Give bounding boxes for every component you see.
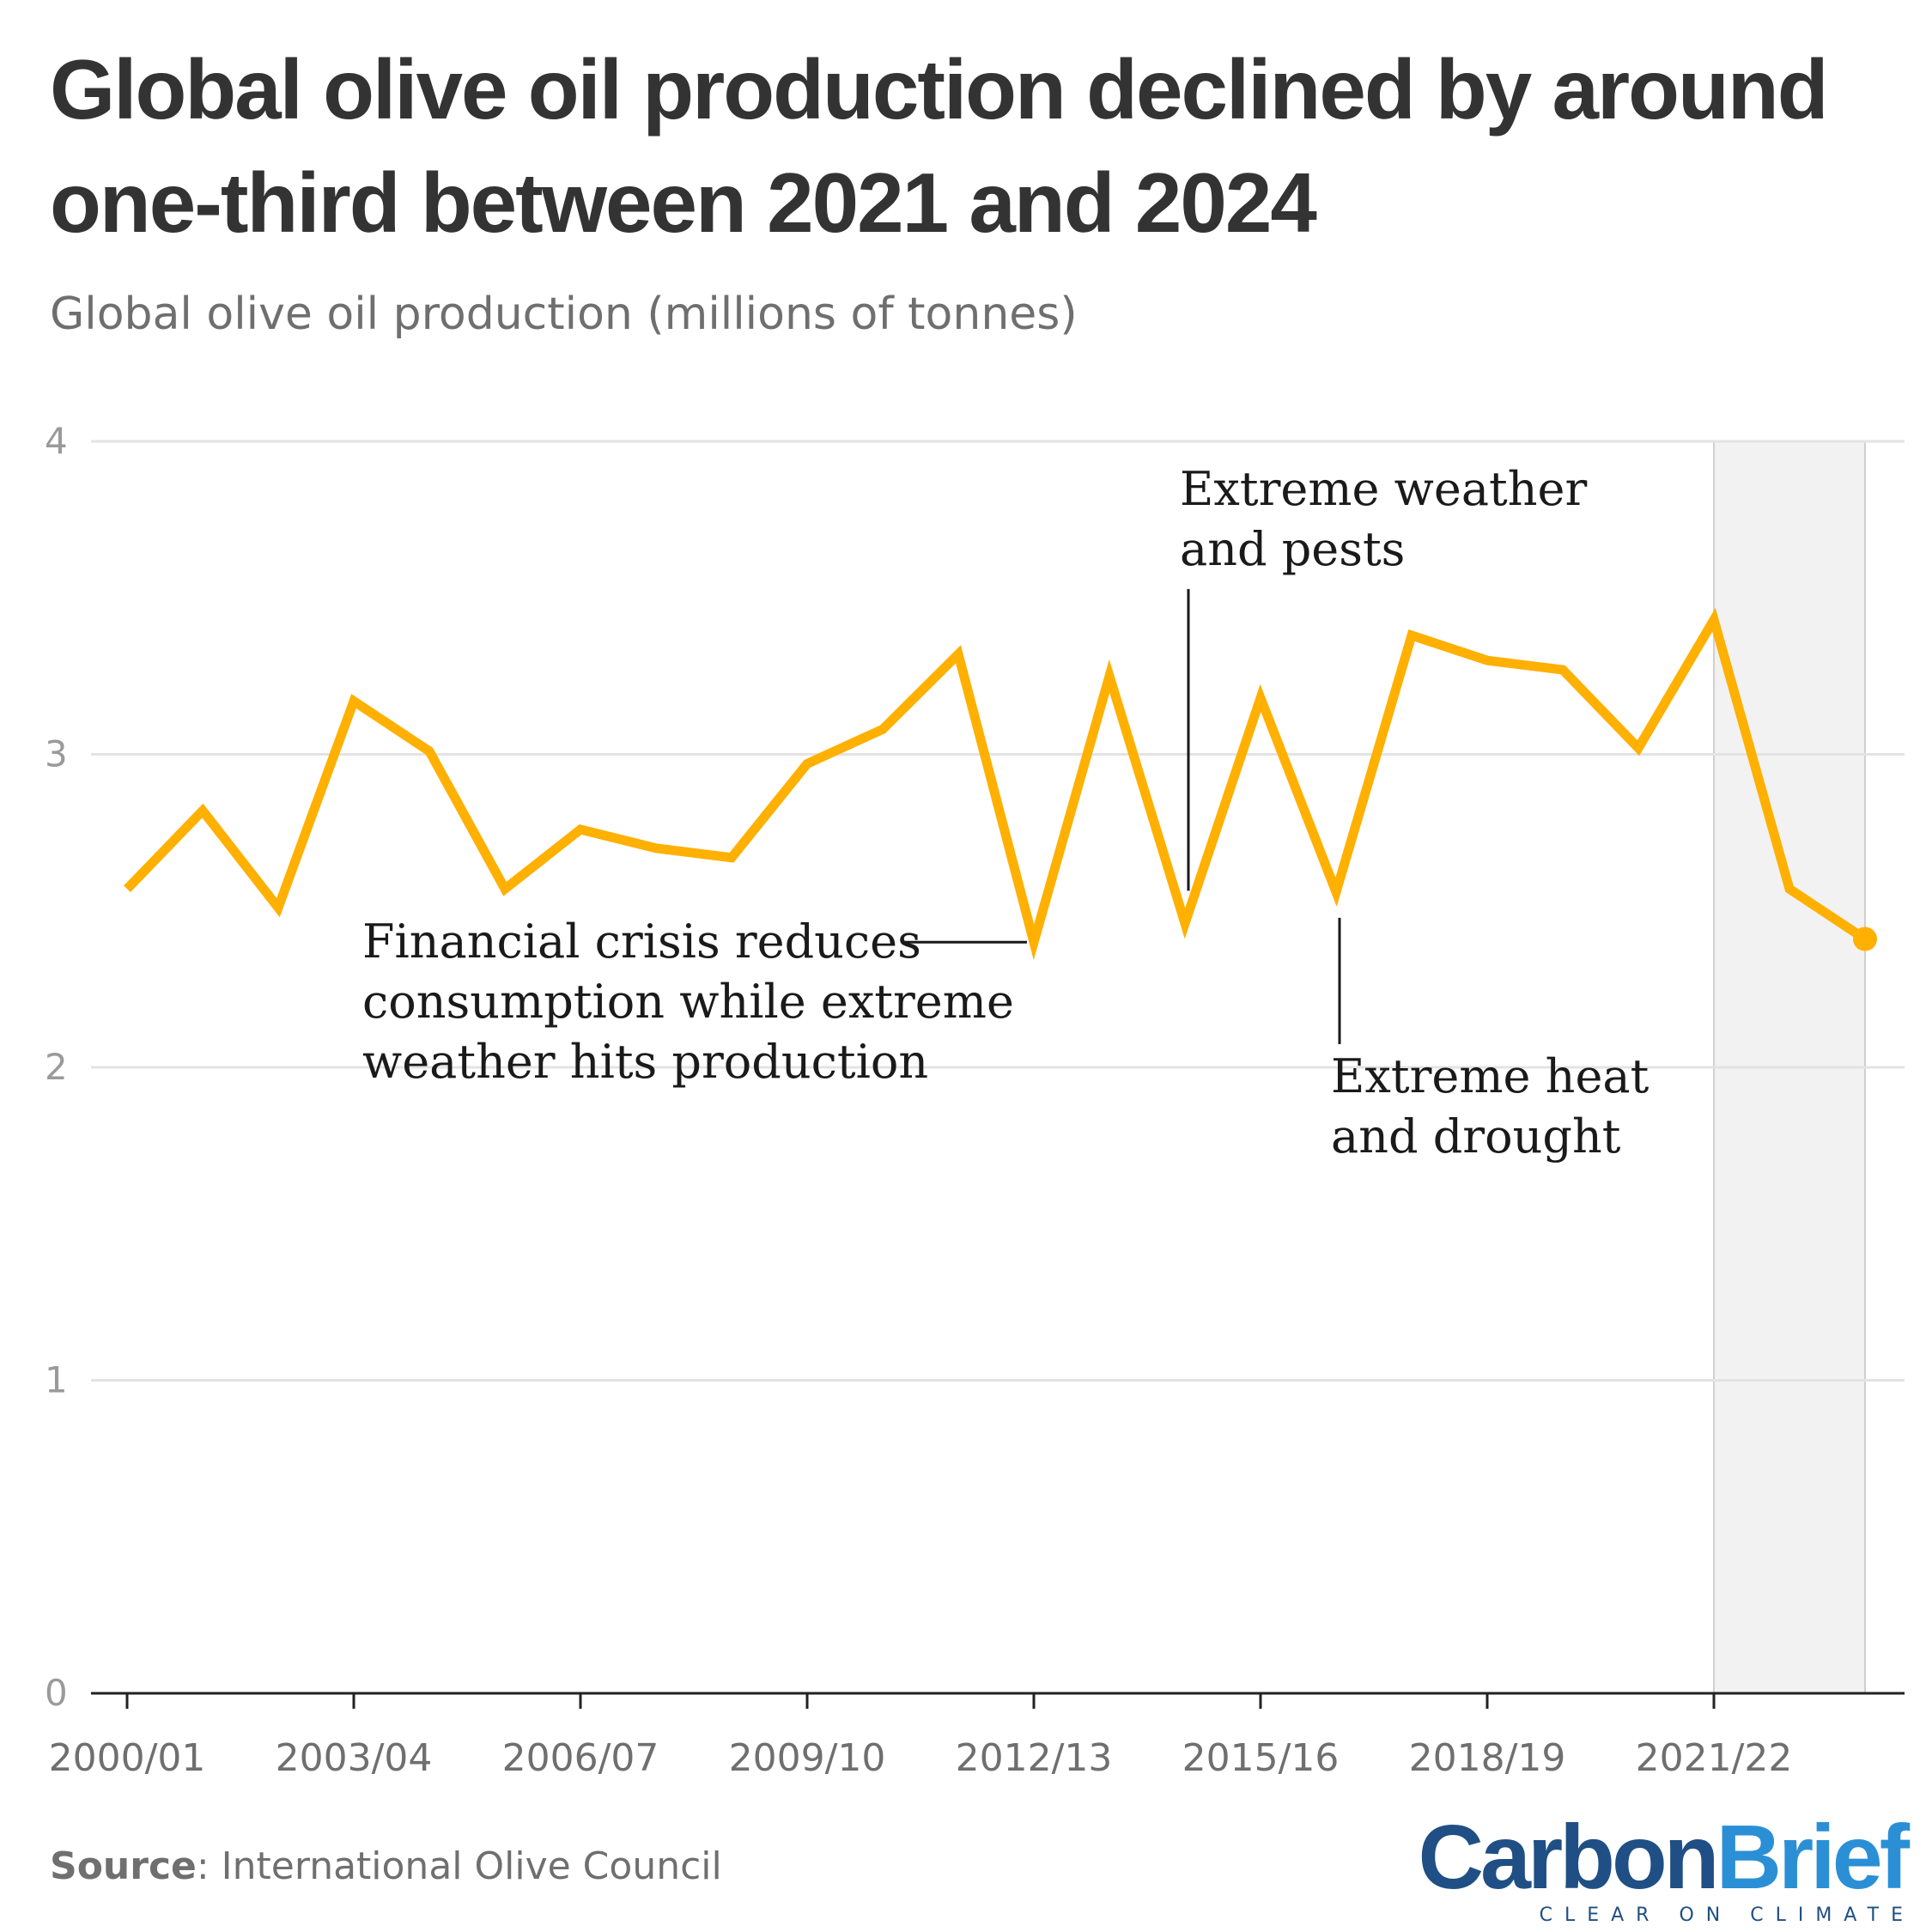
y-tick-label-0: 0	[45, 1672, 68, 1714]
annotation-1-line-3: weather hits production	[362, 1035, 928, 1089]
series	[124, 607, 1877, 961]
x-tick-label-2015-16: 2015/16	[1182, 1736, 1340, 1780]
annotation-2-line-1: Extreme weather	[1180, 462, 1587, 516]
logo-carbon: Carbon	[1418, 1807, 1719, 1908]
source-note: Source: International Olive Council	[50, 1844, 722, 1888]
x-axis: 2000/01 2003/04 2006/07 2009/10 2012/13 2015/…	[49, 1692, 1905, 1780]
data-point-2023-24	[1853, 927, 1877, 951]
logo-tagline: CLEAR ON CLIMATE	[1539, 1905, 1915, 1926]
y-tick-label-3: 3	[45, 733, 68, 775]
annotation-3-line-2: and drought	[1331, 1109, 1621, 1163]
x-tick-label-2009-10: 2009/10	[729, 1736, 886, 1780]
annotation-2-line-2: and pests	[1180, 522, 1405, 576]
annotation-1-line-2: consumption while extreme	[362, 975, 1014, 1029]
annotation-1: Financial crisis reduces consumption whil…	[362, 914, 1014, 1089]
logo-brief: Brief	[1716, 1807, 1910, 1908]
annotation-1-line-1: Financial crisis reduces	[362, 914, 921, 969]
source-label: Source	[50, 1844, 197, 1888]
x-tick-label-2021-22: 2021/22	[1636, 1736, 1793, 1780]
x-tick-label-2012-13: 2012/13	[956, 1736, 1113, 1780]
x-tick-label-2018-19: 2018/19	[1409, 1736, 1566, 1780]
logo-wordmark: CarbonBrief	[1418, 1812, 1910, 1903]
x-tick-label-2000-01: 2000/01	[49, 1736, 206, 1780]
gridlines: 0 1 2 3 4	[45, 420, 1905, 1714]
carbon-brief-logo: CarbonBrief CLEAR ON CLIMATE	[1418, 1812, 1910, 1926]
line-chart: 0 1 2 3 4 2000/01 2003/04 2006/07 2009/10 2012/1…	[45, 420, 1905, 1780]
x-tick-label-2003-04: 2003/04	[276, 1736, 433, 1780]
x-tick-label-2006-07: 2006/07	[502, 1736, 659, 1780]
series-line-1	[124, 607, 1868, 961]
chart-title: Global olive oil production declined by …	[50, 42, 1829, 250]
annotation-2: Extreme weather and pests	[1180, 462, 1587, 576]
y-tick-label-4: 4	[45, 420, 68, 462]
annotation-3: Extreme heat and drought	[1331, 1049, 1649, 1163]
y-tick-label-2: 2	[45, 1046, 68, 1088]
annotation-3-line-1: Extreme heat	[1331, 1049, 1649, 1103]
chart-subtitle: Global olive oil production (millions of…	[50, 289, 1078, 340]
y-tick-label-1: 1	[45, 1359, 68, 1401]
source-text: : International Olive Council	[196, 1844, 722, 1888]
annotations: Financial crisis reduces consumption whil…	[362, 462, 1649, 1163]
